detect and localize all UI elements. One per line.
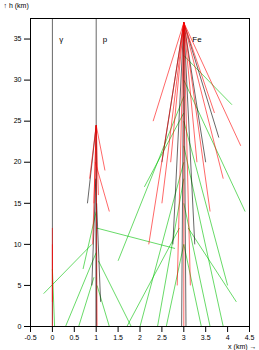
svg-text:15: 15 <box>14 200 22 207</box>
svg-text:20: 20 <box>14 158 22 165</box>
svg-text:25: 25 <box>14 117 22 124</box>
svg-text:1: 1 <box>94 334 98 341</box>
svg-text:Fe: Fe <box>192 35 202 44</box>
svg-text:35: 35 <box>14 35 22 42</box>
svg-text:-0.5: -0.5 <box>24 334 36 341</box>
svg-text:5: 5 <box>18 282 22 289</box>
svg-text:2.5: 2.5 <box>157 334 167 341</box>
svg-text:p: p <box>103 35 108 44</box>
svg-text:0: 0 <box>18 323 22 330</box>
svg-text:3.5: 3.5 <box>201 334 211 341</box>
svg-text:4: 4 <box>226 334 230 341</box>
svg-text:4.5: 4.5 <box>245 334 255 341</box>
svg-text:1.5: 1.5 <box>113 334 123 341</box>
svg-text:3: 3 <box>182 334 186 341</box>
svg-text:0.5: 0.5 <box>69 334 79 341</box>
svg-text:30: 30 <box>14 76 22 83</box>
svg-text:γ: γ <box>59 35 63 44</box>
svg-text:x (km) →: x (km) → <box>228 343 256 350</box>
svg-text:10: 10 <box>14 241 22 248</box>
svg-text:2: 2 <box>138 334 142 341</box>
svg-text:↑ h (km): ↑ h (km) <box>4 2 29 10</box>
svg-text:0: 0 <box>50 334 54 341</box>
